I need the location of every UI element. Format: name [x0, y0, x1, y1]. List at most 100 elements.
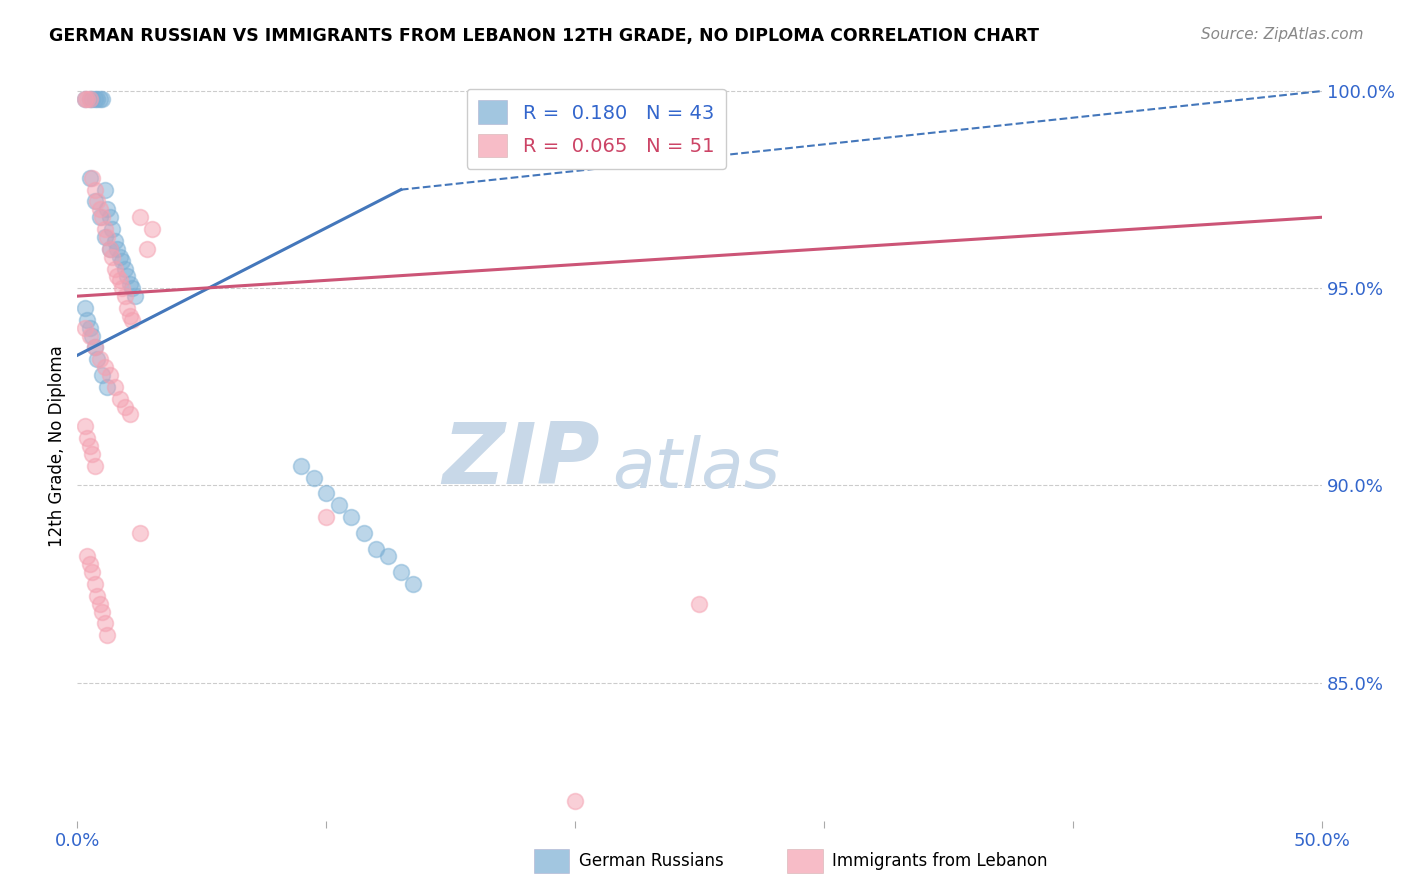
Point: [101, 250, 124, 264]
Point: [114, 289, 136, 303]
Point: [111, 281, 134, 295]
Point: [82, 170, 104, 185]
Point: [76, 313, 98, 327]
Point: [108, 250, 131, 264]
Point: [79, 170, 101, 185]
Point: [108, 392, 131, 406]
Point: [115, 301, 138, 315]
Point: [89, 211, 111, 225]
Point: [73, 301, 96, 315]
Point: [93, 616, 115, 631]
Point: [73, 92, 96, 106]
Point: [86, 589, 108, 603]
Point: [115, 269, 138, 284]
Point: [315, 510, 337, 524]
Point: [96, 230, 118, 244]
Point: [98, 242, 121, 256]
Point: [124, 289, 146, 303]
Point: [86, 194, 108, 209]
Point: [89, 352, 111, 367]
Point: [141, 222, 163, 236]
Text: ZIP: ZIP: [443, 419, 600, 502]
Point: [290, 458, 312, 473]
Point: [91, 605, 114, 619]
Point: [83, 577, 105, 591]
Point: [105, 242, 128, 256]
Point: [114, 400, 136, 414]
Point: [83, 458, 105, 473]
Point: [73, 419, 96, 434]
Point: [104, 261, 127, 276]
Point: [76, 92, 98, 106]
Point: [83, 340, 105, 354]
Point: [86, 92, 108, 106]
Point: [98, 368, 121, 382]
Point: [108, 273, 131, 287]
Point: [82, 328, 104, 343]
Point: [104, 380, 127, 394]
FancyBboxPatch shape: [787, 849, 823, 873]
Point: [114, 261, 136, 276]
Point: [564, 794, 586, 808]
Point: [689, 597, 711, 611]
Legend: R =  0.180   N = 43, R =  0.065   N = 51: R = 0.180 N = 43, R = 0.065 N = 51: [467, 88, 725, 169]
Point: [101, 222, 124, 236]
Text: Source: ZipAtlas.com: Source: ZipAtlas.com: [1201, 27, 1364, 42]
Point: [377, 549, 399, 564]
Point: [98, 211, 121, 225]
Point: [73, 320, 96, 334]
Point: [111, 253, 134, 268]
Point: [136, 242, 159, 256]
Point: [82, 447, 104, 461]
Point: [83, 340, 105, 354]
Point: [121, 313, 143, 327]
Point: [121, 281, 143, 295]
Point: [118, 277, 141, 292]
Point: [91, 211, 114, 225]
Point: [364, 541, 387, 556]
Point: [93, 230, 115, 244]
Point: [105, 269, 128, 284]
Point: [79, 92, 101, 106]
Text: German Russians: German Russians: [579, 852, 724, 870]
Point: [96, 628, 118, 642]
Point: [91, 368, 114, 382]
Point: [83, 92, 105, 106]
Point: [76, 549, 98, 564]
Point: [118, 408, 141, 422]
Point: [353, 525, 375, 540]
Point: [89, 202, 111, 217]
Point: [79, 328, 101, 343]
Point: [104, 234, 127, 248]
Point: [328, 498, 350, 512]
Point: [79, 558, 101, 572]
Y-axis label: 12th Grade, No Diploma: 12th Grade, No Diploma: [48, 345, 66, 547]
Point: [93, 222, 115, 236]
Point: [79, 439, 101, 453]
Point: [79, 320, 101, 334]
Point: [93, 183, 115, 197]
Text: GERMAN RUSSIAN VS IMMIGRANTS FROM LEBANON 12TH GRADE, NO DIPLOMA CORRELATION CHA: GERMAN RUSSIAN VS IMMIGRANTS FROM LEBANO…: [49, 27, 1039, 45]
Point: [96, 202, 118, 217]
Point: [83, 194, 105, 209]
Point: [402, 577, 425, 591]
FancyBboxPatch shape: [534, 849, 569, 873]
Text: Immigrants from Lebanon: Immigrants from Lebanon: [832, 852, 1047, 870]
Point: [86, 352, 108, 367]
Point: [89, 92, 111, 106]
Point: [73, 92, 96, 106]
Point: [89, 597, 111, 611]
Point: [98, 242, 121, 256]
Point: [76, 431, 98, 445]
Text: atlas: atlas: [613, 435, 780, 502]
Point: [82, 565, 104, 579]
Point: [79, 92, 101, 106]
Point: [302, 470, 325, 484]
Point: [83, 183, 105, 197]
Point: [128, 211, 150, 225]
Point: [118, 309, 141, 323]
Point: [340, 510, 363, 524]
Point: [315, 486, 337, 500]
Point: [389, 565, 412, 579]
Point: [93, 360, 115, 375]
